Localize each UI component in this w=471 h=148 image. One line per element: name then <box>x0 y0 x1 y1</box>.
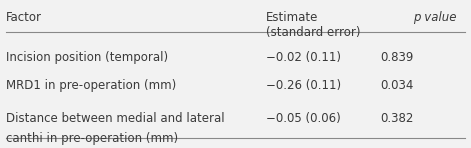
Text: −0.26 (0.11): −0.26 (0.11) <box>266 79 341 92</box>
Text: canthi in pre-operation (mm): canthi in pre-operation (mm) <box>6 132 178 145</box>
Text: 0.034: 0.034 <box>380 79 414 92</box>
Text: Factor: Factor <box>6 11 42 24</box>
Text: Distance between medial and lateral: Distance between medial and lateral <box>6 112 225 125</box>
Text: p value: p value <box>414 11 457 24</box>
Text: −0.02 (0.11): −0.02 (0.11) <box>266 51 341 64</box>
Text: Incision position (temporal): Incision position (temporal) <box>6 51 168 64</box>
Text: 0.839: 0.839 <box>380 51 414 64</box>
Text: MRD1 in pre-operation (mm): MRD1 in pre-operation (mm) <box>6 79 176 92</box>
Text: 0.382: 0.382 <box>380 112 414 125</box>
Text: −0.05 (0.06): −0.05 (0.06) <box>266 112 341 125</box>
Text: Estimate
(standard error): Estimate (standard error) <box>266 11 360 39</box>
